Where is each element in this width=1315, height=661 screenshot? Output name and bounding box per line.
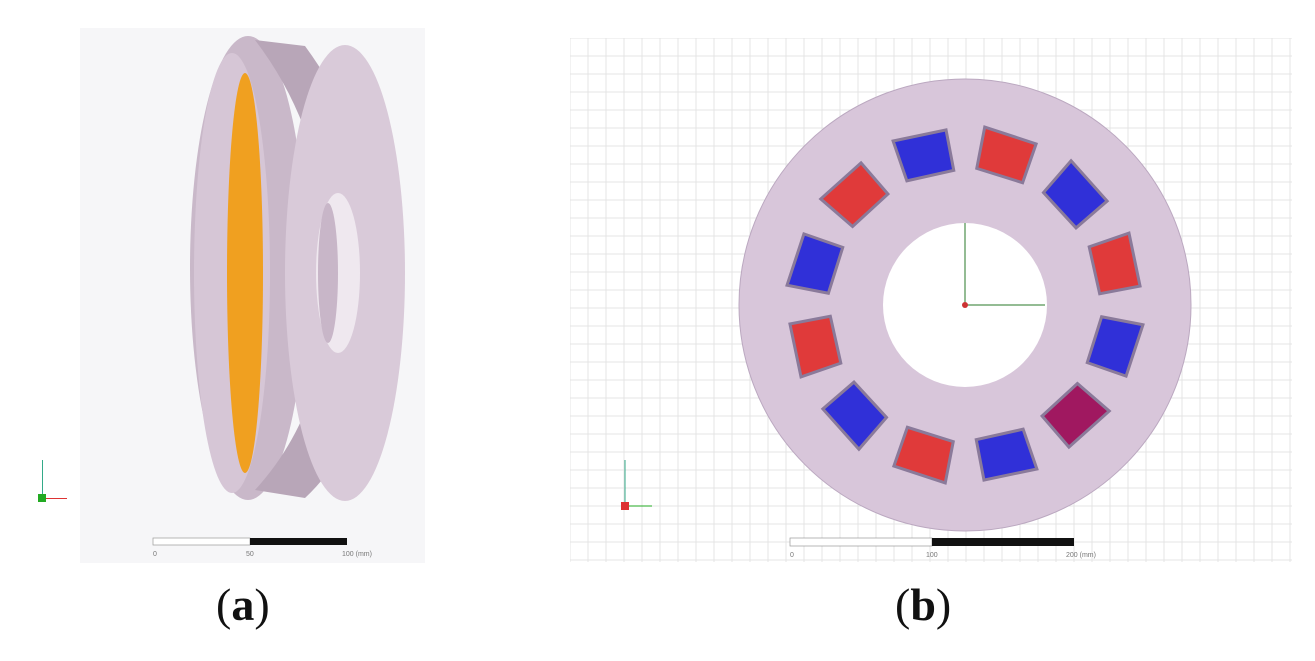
panel-b-mesh-view: 0 100 200 (mm) — [570, 38, 1292, 562]
scale-tick: 0 — [153, 551, 157, 558]
axis-triad — [621, 460, 652, 510]
caption-paren: ( — [216, 579, 232, 630]
caption-paren: ) — [935, 579, 952, 630]
scale-tick: 50 — [246, 551, 254, 558]
scale-bar: 0 50 100 (mm) — [152, 537, 372, 558]
origin-marker — [962, 302, 968, 308]
disk-model — [190, 36, 405, 501]
magnet — [1041, 158, 1110, 231]
scale-tick: 200 (mm) — [1066, 552, 1096, 559]
magnet — [788, 314, 843, 379]
magnet — [1087, 231, 1142, 296]
caption-paren: ( — [895, 579, 911, 630]
magnet — [818, 160, 891, 229]
caption-b: (b) — [895, 578, 951, 631]
coil-ring — [227, 73, 263, 473]
scale-tick: 0 — [790, 552, 794, 559]
magnet — [1039, 381, 1112, 450]
caption-letter: b — [910, 579, 936, 630]
caption-a: (a) — [216, 578, 270, 631]
caption-letter: a — [231, 579, 255, 630]
axis-y — [42, 460, 43, 500]
magnet — [820, 379, 889, 452]
axis-origin — [38, 494, 46, 502]
panel-a-3d-view: 0 50 100 (mm) — [80, 28, 425, 563]
magnet — [785, 231, 845, 295]
scale-tick: 100 (mm) — [342, 551, 372, 558]
magnet — [975, 125, 1039, 185]
axis-triad-a — [36, 460, 72, 520]
caption-paren: ) — [254, 579, 270, 630]
magnet — [1085, 315, 1145, 379]
scale-bar: 0 100 200 (mm) — [789, 537, 1096, 559]
scale-tick: 100 — [926, 552, 938, 559]
magnet — [974, 427, 1039, 482]
axis-x — [42, 498, 67, 499]
magnet — [891, 128, 956, 183]
magnet — [891, 425, 955, 485]
magnets — [785, 125, 1145, 485]
